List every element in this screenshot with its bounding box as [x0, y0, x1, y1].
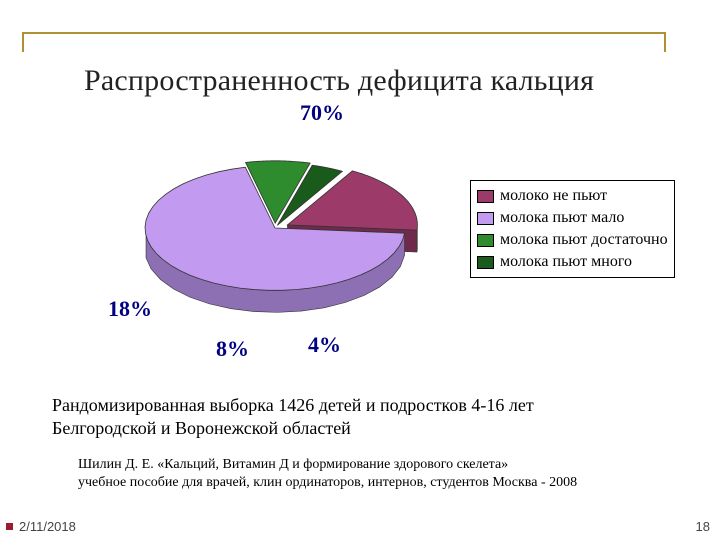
pct-label-8: 8%	[216, 336, 249, 362]
source-line-2: учебное пособие для врачей, клин ординат…	[78, 474, 577, 492]
source-citation: Шилин Д. Е. «Кальций, Витамин Д и формир…	[78, 456, 577, 492]
legend-row: молока пьют достаточно	[477, 229, 668, 251]
source-line-1: Шилин Д. Е. «Кальций, Витамин Д и формир…	[78, 456, 577, 474]
legend-label: молока пьют мало	[500, 209, 624, 227]
footer-page-number: 18	[696, 519, 710, 534]
page-title: Распространенность дефицита кальция	[84, 64, 594, 98]
pct-label-70: 70%	[300, 100, 344, 126]
pct-label-18: 18%	[108, 296, 152, 322]
legend-row: молоко не пьют	[477, 185, 668, 207]
pie-chart	[120, 108, 430, 368]
caption-line-1: Рандомизированная выборка 1426 детей и п…	[52, 394, 534, 417]
legend-swatch	[477, 190, 494, 203]
legend-label: молока пьют достаточно	[500, 231, 668, 249]
pct-label-4: 4%	[308, 332, 341, 358]
legend-swatch	[477, 234, 494, 247]
legend-label: молока пьют много	[500, 253, 632, 271]
legend-row: молока пьют мало	[477, 207, 668, 229]
legend-label: молоко не пьют	[500, 187, 607, 205]
decorative-frame	[22, 32, 666, 52]
legend-swatch	[477, 256, 494, 269]
legend-row: молока пьют много	[477, 251, 668, 273]
caption: Рандомизированная выборка 1426 детей и п…	[52, 394, 534, 439]
footer-bullet-icon	[6, 523, 13, 530]
pie-svg	[120, 108, 430, 368]
footer-date: 2/11/2018	[6, 519, 76, 534]
legend: молоко не пьют молока пьют мало молока п…	[470, 180, 675, 278]
legend-swatch	[477, 212, 494, 225]
caption-line-2: Белгородской и Воронежской областей	[52, 417, 534, 440]
